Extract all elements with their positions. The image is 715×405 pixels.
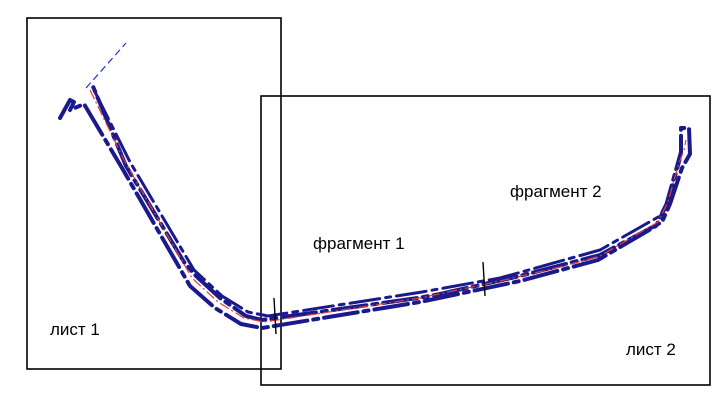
contour-outer [58, 82, 692, 330]
label-sheet-2: лист 2 [626, 340, 676, 359]
contour-inner [93, 90, 682, 318]
label-fragment-2: фрагмент 2 [510, 182, 602, 201]
sheet-1-frame [26, 17, 282, 370]
break-tick-sheet-boundary [273, 297, 277, 335]
extension-dashed-line [85, 42, 127, 89]
break-tick-fragment [482, 261, 486, 297]
axis-centerline [89, 89, 687, 323]
label-sheet-1: лист 1 [50, 320, 100, 339]
label-fragment-1: фрагмент 1 [313, 234, 405, 253]
sheet-2-frame [260, 95, 711, 386]
